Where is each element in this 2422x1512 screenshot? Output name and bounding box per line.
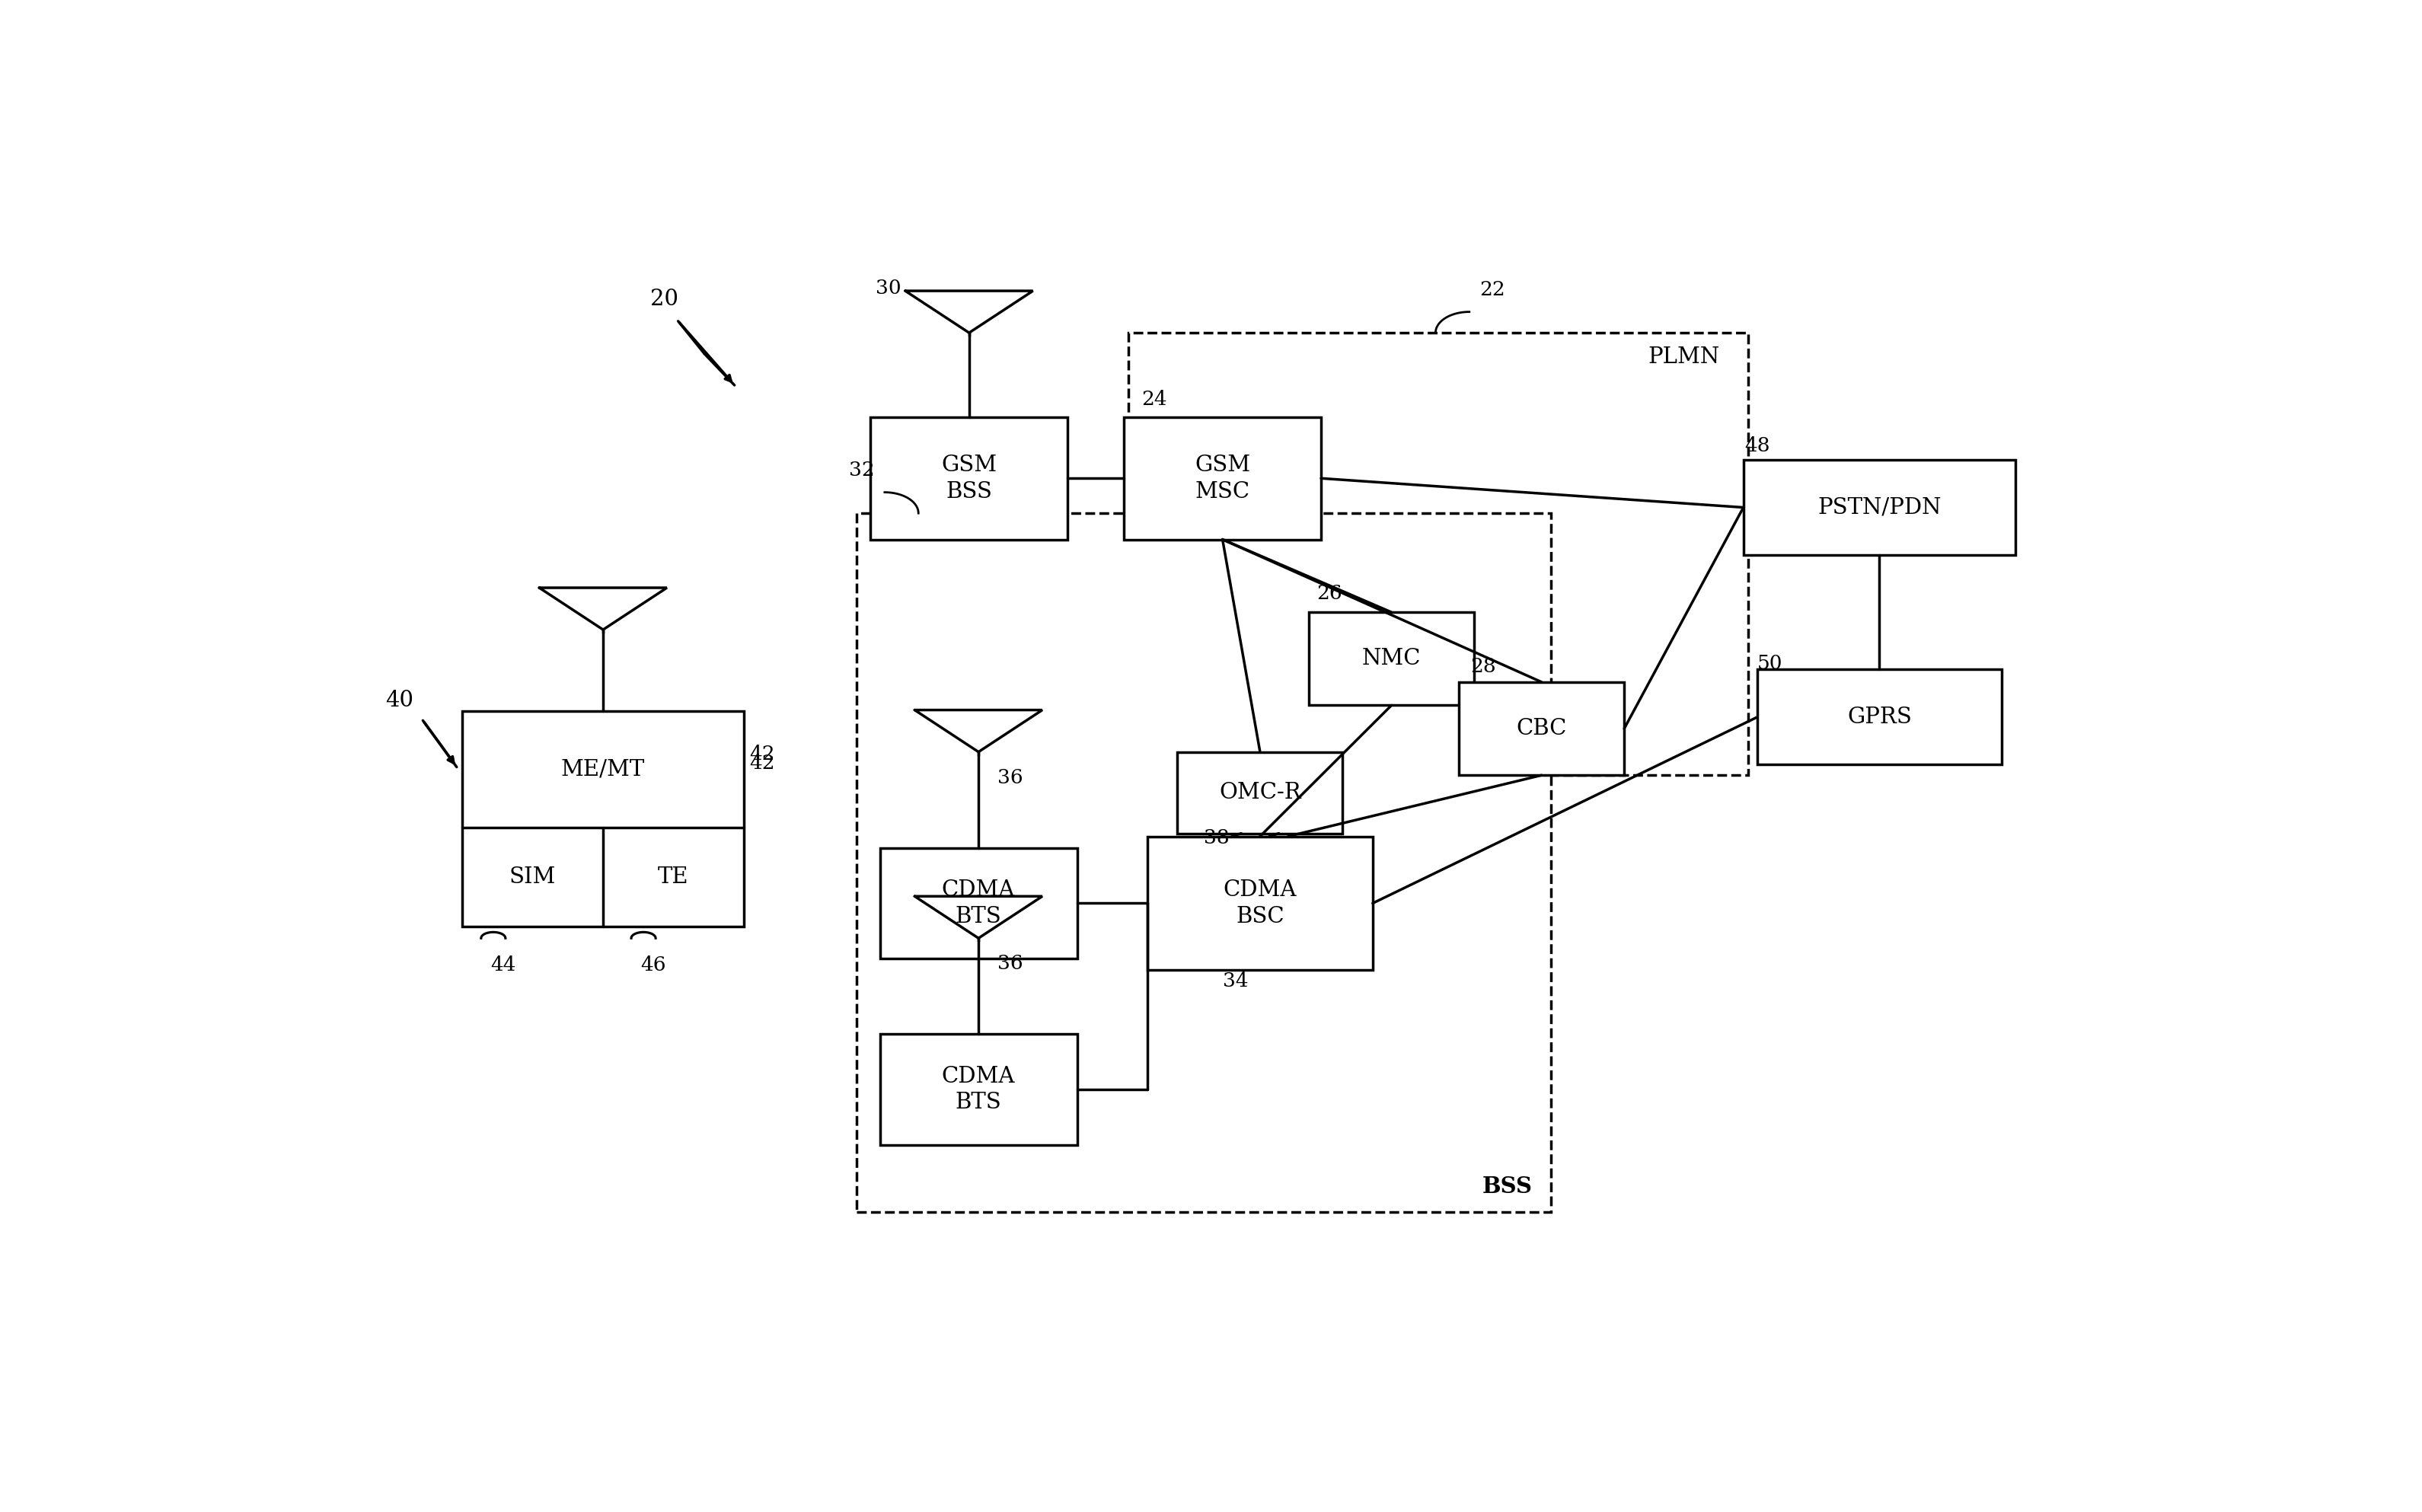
Text: GSM
MSC: GSM MSC: [1194, 455, 1250, 502]
Text: 20: 20: [649, 289, 678, 310]
Text: 40: 40: [385, 689, 414, 711]
Text: 42: 42: [748, 754, 775, 773]
Text: SIM: SIM: [509, 866, 557, 888]
Text: 46: 46: [639, 956, 666, 975]
Text: 28: 28: [1470, 658, 1497, 676]
FancyBboxPatch shape: [1308, 612, 1475, 705]
FancyBboxPatch shape: [869, 417, 1068, 540]
Text: 26: 26: [1318, 584, 1342, 603]
Text: PLMN: PLMN: [1647, 346, 1720, 367]
Text: TE: TE: [659, 866, 688, 888]
FancyBboxPatch shape: [463, 711, 744, 927]
Text: 36: 36: [998, 954, 1022, 974]
Text: BSS: BSS: [1482, 1176, 1533, 1198]
Text: 44: 44: [489, 956, 516, 975]
Text: OMC-R: OMC-R: [1218, 782, 1301, 803]
FancyBboxPatch shape: [857, 513, 1550, 1211]
Text: 48: 48: [1744, 435, 1770, 455]
Text: 36: 36: [998, 768, 1022, 786]
Text: 50: 50: [1758, 653, 1783, 673]
FancyBboxPatch shape: [1148, 836, 1373, 971]
Text: NMC: NMC: [1361, 649, 1422, 670]
Text: 34: 34: [1223, 972, 1247, 990]
Text: CDMA
BTS: CDMA BTS: [942, 1066, 1015, 1113]
FancyBboxPatch shape: [1124, 417, 1320, 540]
Text: 42: 42: [748, 744, 775, 764]
FancyBboxPatch shape: [1129, 333, 1749, 776]
FancyBboxPatch shape: [1758, 670, 2001, 765]
FancyBboxPatch shape: [879, 848, 1078, 959]
Text: PSTN/PDN: PSTN/PDN: [1816, 497, 1942, 519]
Text: GSM
BSS: GSM BSS: [942, 455, 998, 502]
Text: 24: 24: [1141, 390, 1167, 408]
Text: 32: 32: [848, 461, 874, 479]
FancyBboxPatch shape: [1458, 682, 1625, 776]
FancyBboxPatch shape: [879, 1034, 1078, 1145]
Text: CBC: CBC: [1516, 718, 1567, 739]
Text: CDMA
BTS: CDMA BTS: [942, 880, 1015, 927]
Text: 22: 22: [1480, 280, 1504, 299]
Text: GPRS: GPRS: [1848, 706, 1911, 727]
Text: ME/MT: ME/MT: [562, 759, 644, 780]
Text: 30: 30: [874, 278, 901, 298]
Text: CDMA
BSC: CDMA BSC: [1223, 880, 1296, 927]
FancyBboxPatch shape: [1177, 751, 1342, 833]
Text: 38: 38: [1204, 829, 1230, 847]
FancyBboxPatch shape: [1744, 460, 2015, 555]
